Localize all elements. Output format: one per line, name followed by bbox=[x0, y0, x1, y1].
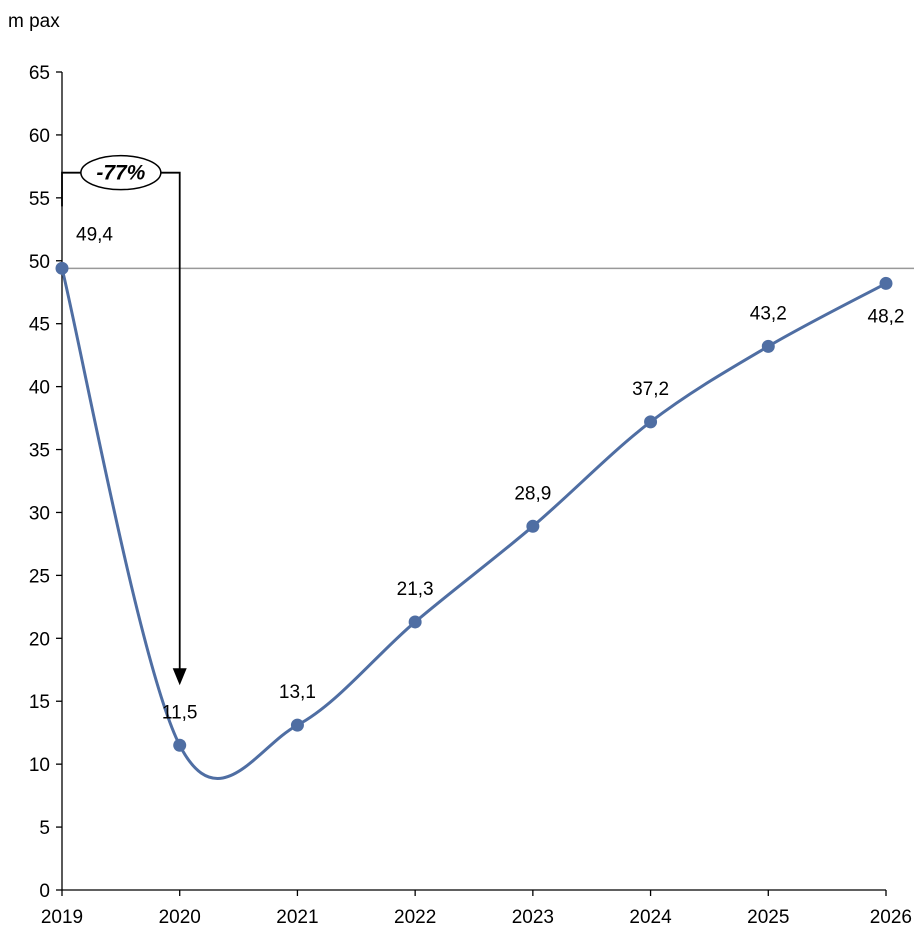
data-point-2020 bbox=[173, 738, 187, 752]
data-label-2025: 43,2 bbox=[750, 303, 787, 324]
callout-bracket bbox=[61, 171, 181, 670]
y-tick-label: 65 bbox=[29, 63, 50, 84]
y-tick-label: 20 bbox=[29, 629, 50, 650]
x-tick-label: 2024 bbox=[629, 907, 672, 928]
y-tick-label: 45 bbox=[29, 315, 50, 336]
y-tick-label: 50 bbox=[29, 252, 50, 273]
data-label-2019: 49,4 bbox=[76, 224, 113, 245]
callout-arrowhead bbox=[172, 668, 187, 686]
data-point-2019 bbox=[55, 261, 69, 275]
callout-group: -77% bbox=[61, 154, 187, 686]
data-label-2023: 28,9 bbox=[514, 483, 551, 504]
data-label-2021: 13,1 bbox=[279, 682, 316, 703]
y-tick-label: 30 bbox=[29, 503, 50, 524]
data-point-2025 bbox=[761, 339, 775, 353]
x-tick-label: 2026 bbox=[870, 907, 912, 928]
y-tick-label: 10 bbox=[29, 755, 50, 776]
y-tick-label: 25 bbox=[29, 566, 50, 587]
y-tick-label: 35 bbox=[29, 441, 50, 462]
x-tick-label: 2020 bbox=[159, 907, 201, 928]
data-point-2022 bbox=[408, 615, 422, 629]
data-point-2026 bbox=[879, 276, 893, 290]
x-tick-label: 2021 bbox=[276, 907, 318, 928]
callout-label: -77% bbox=[96, 162, 145, 185]
x-tick-label: 2019 bbox=[41, 907, 83, 928]
y-tick-label: 60 bbox=[29, 126, 50, 147]
data-point-2024 bbox=[644, 415, 658, 429]
data-point-2023 bbox=[526, 519, 540, 533]
x-tick-label: 2023 bbox=[512, 907, 554, 928]
y-tick-label: 0 bbox=[39, 881, 50, 902]
y-tick-label: 40 bbox=[29, 378, 50, 399]
data-label-2020: 11,5 bbox=[162, 702, 198, 723]
y-tick-label: 5 bbox=[39, 818, 50, 839]
x-tick-label: 2022 bbox=[394, 907, 436, 928]
labels-group: 49,4 11,5 13,1 21,3 28,9 37,2 43,2 48,2 bbox=[76, 224, 904, 723]
data-point-2021 bbox=[290, 718, 304, 732]
data-label-2026: 48,2 bbox=[868, 306, 905, 327]
y-axis-unit-label: m pax bbox=[8, 11, 60, 32]
series-group bbox=[55, 261, 893, 780]
y-tick-label: 15 bbox=[29, 692, 50, 713]
data-label-2024: 37,2 bbox=[632, 379, 669, 400]
y-tick-label: 55 bbox=[29, 189, 50, 210]
x-tick-label: 2025 bbox=[747, 907, 789, 928]
callout-oval bbox=[80, 154, 162, 191]
data-label-2022: 21,3 bbox=[397, 579, 434, 600]
